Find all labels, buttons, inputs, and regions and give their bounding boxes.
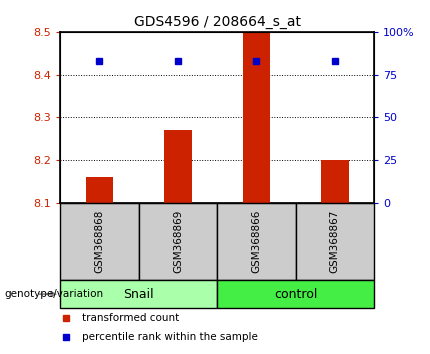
Bar: [243, 32, 270, 202]
Bar: [321, 160, 349, 202]
Bar: [217, 280, 374, 308]
Text: GSM368867: GSM368867: [330, 210, 340, 273]
Text: GSM368869: GSM368869: [173, 210, 183, 273]
Bar: [164, 130, 192, 202]
Title: GDS4596 / 208664_s_at: GDS4596 / 208664_s_at: [134, 16, 301, 29]
Bar: [296, 202, 374, 280]
Text: transformed count: transformed count: [82, 313, 179, 323]
Text: GSM368866: GSM368866: [252, 210, 261, 273]
Text: GSM368868: GSM368868: [95, 210, 104, 273]
Bar: [60, 202, 138, 280]
Bar: [138, 202, 217, 280]
Text: control: control: [274, 288, 317, 301]
Bar: [60, 280, 217, 308]
Bar: [217, 202, 296, 280]
Text: percentile rank within the sample: percentile rank within the sample: [82, 332, 258, 342]
Text: Snail: Snail: [123, 288, 154, 301]
Text: genotype/variation: genotype/variation: [4, 289, 104, 299]
Bar: [86, 177, 113, 202]
